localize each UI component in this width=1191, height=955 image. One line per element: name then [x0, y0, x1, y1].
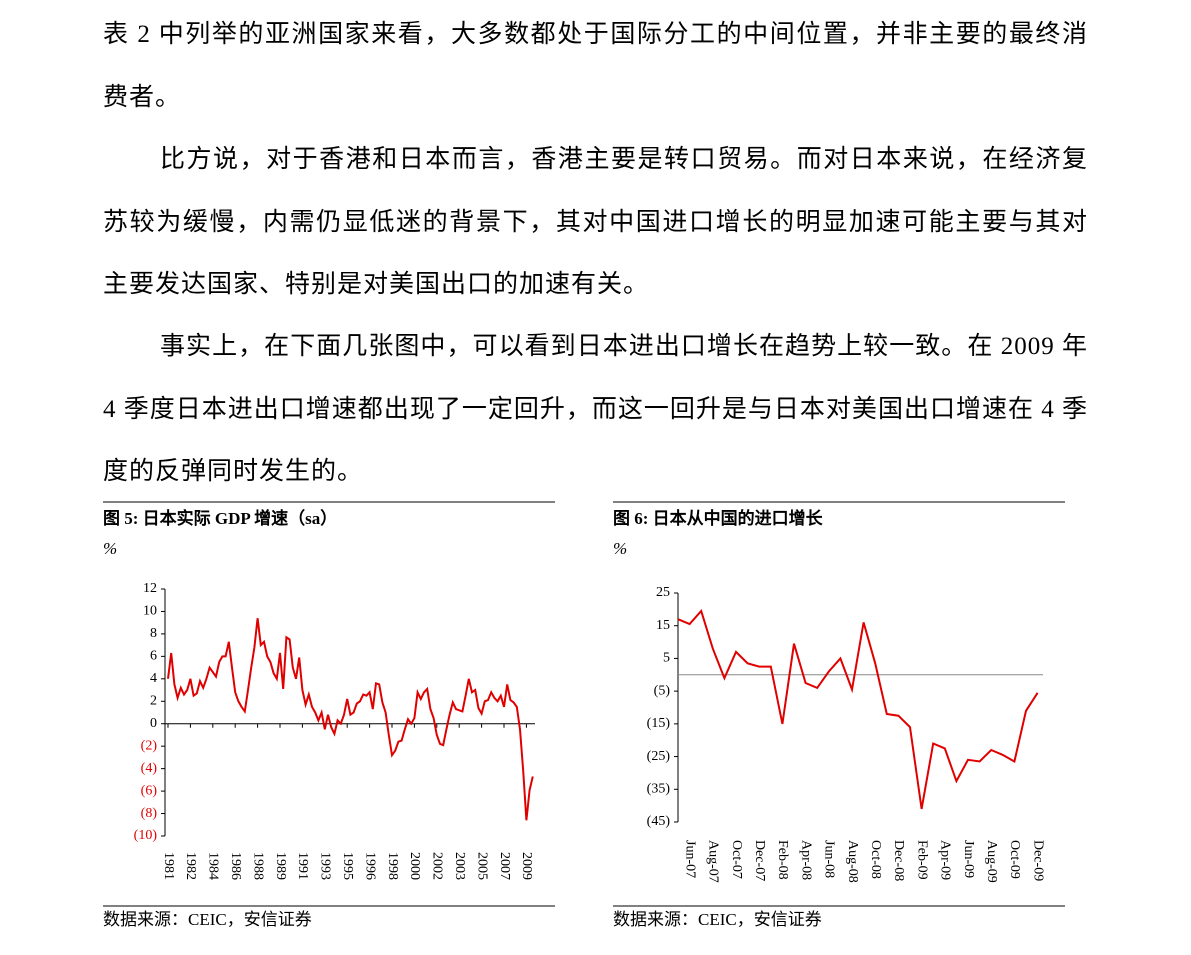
x-tick-label: 1982: [183, 852, 198, 880]
x-tick-label: 2007: [497, 852, 512, 880]
y-tick-label: (10): [134, 828, 158, 843]
y-tick-label: 12: [143, 581, 157, 596]
x-tick-label: 1981: [161, 852, 176, 880]
x-tick-label: 1989: [273, 852, 288, 880]
x-tick-label: 1984: [206, 852, 221, 880]
y-tick-label: (15): [647, 716, 671, 731]
x-tick-label: Aug-08: [845, 840, 860, 883]
y-tick-label: (8): [141, 806, 158, 821]
x-tick-label: Aug-09: [984, 840, 999, 883]
data-line: [167, 618, 534, 821]
x-tick-label: 1998: [385, 852, 400, 880]
y-tick-label: 25: [656, 585, 670, 600]
y-tick-label: 0: [150, 716, 157, 731]
y-tick-label: 10: [143, 604, 157, 619]
x-tick-label: Oct-09: [1007, 840, 1022, 879]
y-tick-label: 6: [150, 649, 157, 664]
y-tick-label: (2): [141, 738, 158, 753]
y-tick-label: (25): [647, 749, 671, 764]
y-tick-label: (5): [654, 683, 671, 698]
x-tick-label: 1991: [295, 852, 310, 880]
x-tick-label: Jun-08: [822, 840, 837, 878]
y-tick-label: (4): [141, 761, 158, 776]
chart-title: 图 6: 日本从中国的进口增长: [613, 508, 824, 528]
x-tick-label: 1995: [340, 852, 355, 880]
x-tick-label: Jun-09: [961, 840, 976, 878]
x-tick-label: 2000: [407, 852, 422, 880]
x-tick-label: Aug-07: [706, 840, 721, 883]
x-tick-label: Oct-07: [729, 840, 744, 879]
y-tick-label: (35): [647, 782, 671, 797]
x-tick-label: 2002: [430, 852, 445, 880]
y-tick-label: 2: [150, 693, 157, 708]
paragraph: 比方说，对于香港和日本而言，香港主要是转口贸易。而对日本来说，在经济复苏较为缓慢…: [103, 146, 1088, 298]
y-tick-label: 8: [150, 626, 157, 641]
x-tick-label: Oct-08: [868, 840, 883, 879]
y-tick-label: (45): [647, 814, 671, 829]
chart-title: 图 5: 日本实际 GDP 增速（sa）: [103, 508, 337, 528]
x-tick-label: Feb-09: [914, 840, 929, 880]
y-unit: %: [613, 539, 627, 558]
x-tick-label: Apr-08: [798, 840, 813, 880]
y-tick-label: 5: [663, 651, 670, 666]
y-tick-label: 15: [656, 618, 670, 633]
x-tick-label: 1986: [228, 852, 243, 880]
x-tick-label: 2003: [452, 852, 467, 880]
x-tick-label: Dec-08: [891, 840, 906, 881]
y-tick-label: (6): [141, 783, 158, 798]
source: 数据来源：CEIC，安信证券: [613, 910, 822, 929]
y-tick-label: 4: [150, 671, 157, 686]
x-tick-label: Feb-08: [775, 840, 790, 880]
data-line: [677, 609, 1039, 810]
x-tick-label: 2005: [474, 852, 489, 880]
x-tick-label: 1993: [318, 852, 333, 880]
y-unit: %: [103, 539, 117, 558]
x-tick-label: Dec-09: [1030, 840, 1045, 881]
x-tick-label: 1988: [250, 852, 265, 880]
paragraph: 事实上，在下面几张图中，可以看到日本进出口增长在趋势上较一致。在 2009 年 …: [103, 333, 1088, 485]
paragraph: 表 2 中列举的亚洲国家来看，大多数都处于国际分工的中间位置，并非主要的最终消费…: [103, 21, 1088, 111]
x-tick-label: Apr-09: [938, 840, 953, 880]
x-tick-label: 2009: [519, 852, 534, 880]
x-tick-label: Jun-07: [682, 840, 697, 878]
x-tick-label: Dec-07: [752, 840, 767, 881]
x-tick-label: 1996: [362, 852, 377, 880]
source: 数据来源：CEIC，安信证券: [103, 910, 312, 929]
